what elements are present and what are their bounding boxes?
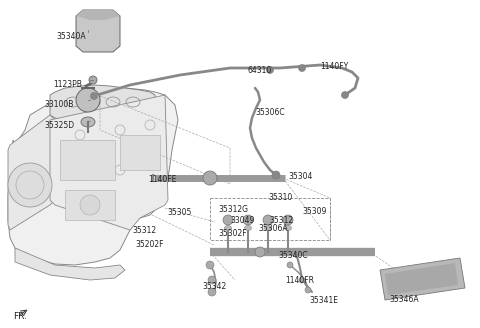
Circle shape [91, 92, 97, 99]
Text: 1140FY: 1140FY [320, 62, 348, 71]
Text: 35306C: 35306C [255, 108, 285, 117]
Circle shape [243, 215, 253, 225]
Polygon shape [15, 248, 125, 280]
Text: 35340A: 35340A [56, 32, 85, 41]
Circle shape [203, 171, 217, 185]
Text: 35325D: 35325D [44, 121, 74, 130]
Text: 35312: 35312 [269, 216, 293, 225]
Polygon shape [8, 115, 55, 230]
Polygon shape [76, 10, 120, 52]
Polygon shape [8, 88, 178, 265]
Circle shape [208, 276, 216, 284]
Polygon shape [76, 10, 120, 20]
Polygon shape [380, 258, 465, 300]
Text: 1140FR: 1140FR [285, 276, 314, 285]
Text: 35309: 35309 [302, 207, 326, 216]
Text: 35310: 35310 [268, 193, 292, 202]
Text: 35302F: 35302F [218, 229, 247, 238]
Polygon shape [50, 85, 155, 123]
Text: 35346A: 35346A [389, 295, 419, 304]
Circle shape [287, 262, 293, 268]
Text: 35202F: 35202F [135, 240, 164, 249]
Text: 35340C: 35340C [278, 251, 308, 260]
Circle shape [80, 195, 100, 215]
Text: 35342: 35342 [202, 282, 226, 291]
Text: 35306A: 35306A [258, 224, 288, 233]
Polygon shape [50, 95, 168, 230]
Circle shape [208, 288, 216, 296]
Text: 35305: 35305 [167, 208, 192, 217]
Polygon shape [385, 263, 458, 295]
Circle shape [272, 171, 280, 179]
Text: 35312G: 35312G [218, 205, 248, 214]
Text: 35312: 35312 [132, 226, 156, 235]
Bar [210, 198, 330, 240]
Circle shape [76, 88, 100, 112]
Text: 33100B: 33100B [44, 100, 73, 109]
Text: 33049: 33049 [230, 216, 254, 225]
Circle shape [299, 277, 305, 283]
Circle shape [283, 215, 293, 225]
Circle shape [8, 163, 52, 207]
Text: 1140FE: 1140FE [148, 175, 176, 184]
Circle shape [305, 287, 311, 293]
Ellipse shape [264, 226, 272, 231]
Text: 35341E: 35341E [309, 296, 338, 305]
Text: 35304: 35304 [288, 172, 312, 181]
Ellipse shape [244, 226, 252, 231]
Text: 64310: 64310 [248, 66, 272, 75]
Bar [60, 140, 115, 180]
Bar [65, 190, 115, 220]
Ellipse shape [81, 117, 95, 127]
Circle shape [206, 261, 214, 269]
Circle shape [263, 215, 273, 225]
Circle shape [223, 215, 233, 225]
Circle shape [266, 67, 274, 73]
Ellipse shape [285, 226, 291, 231]
Circle shape [341, 92, 348, 98]
Text: 1123PB: 1123PB [53, 80, 82, 89]
Circle shape [299, 65, 305, 72]
Text: FR.: FR. [13, 312, 27, 321]
Circle shape [89, 76, 97, 84]
Ellipse shape [225, 226, 231, 231]
Bar [120, 135, 160, 170]
Circle shape [255, 247, 265, 257]
